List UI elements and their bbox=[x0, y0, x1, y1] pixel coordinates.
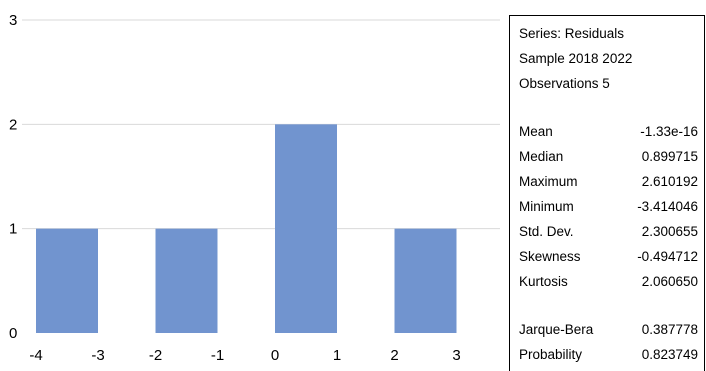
stat-label: Skewness bbox=[519, 249, 581, 264]
y-tick-label: 1 bbox=[9, 221, 17, 238]
stat-row-jarque-bera: Jarque-Bera 0.387778 bbox=[519, 322, 698, 340]
x-tick-label: -2 bbox=[149, 347, 162, 364]
stat-value: 0.899715 bbox=[641, 149, 698, 164]
stat-row-maximum: Maximum 2.610192 bbox=[519, 174, 698, 192]
x-tick-label: 2 bbox=[390, 347, 398, 364]
stat-row-minimum: Minimum -3.414046 bbox=[519, 199, 698, 217]
histogram-bar bbox=[36, 228, 98, 333]
x-tick-label: 0 bbox=[271, 347, 279, 364]
x-tick-label: -3 bbox=[91, 347, 104, 364]
gridlines bbox=[22, 19, 500, 230]
x-tick-label: 3 bbox=[452, 347, 460, 364]
stat-value: -1.33e-16 bbox=[640, 124, 698, 139]
y-axis-ticks: 0 1 2 3 bbox=[9, 12, 17, 342]
stat-value: 2.300655 bbox=[641, 224, 698, 239]
stat-row-skewness: Skewness -0.494712 bbox=[519, 249, 698, 267]
stat-row-probability: Probability 0.823749 bbox=[519, 347, 698, 365]
y-tick-label: 2 bbox=[9, 116, 17, 133]
stat-row-median: Median 0.899715 bbox=[519, 149, 698, 167]
histogram-bar bbox=[394, 228, 457, 333]
histogram-bar bbox=[155, 228, 218, 333]
statistics-panel: Series: Residuals Sample 2018 2022 Obser… bbox=[509, 15, 705, 371]
stat-label: Probability bbox=[519, 347, 583, 362]
stat-row-mean: Mean -1.33e-16 bbox=[519, 124, 698, 142]
stat-value: 0.823749 bbox=[641, 347, 698, 362]
observations-label: Observations 5 bbox=[519, 76, 610, 91]
stat-label: Std. Dev. bbox=[519, 224, 574, 239]
series-label: Series: Residuals bbox=[519, 26, 625, 41]
histogram-chart: 0 1 2 3 -4 -3 -2 -1 0 1 2 3 bbox=[9, 12, 500, 364]
stat-label: Jarque-Bera bbox=[519, 322, 594, 337]
x-tick-label: -4 bbox=[29, 347, 42, 364]
stat-value: -3.414046 bbox=[637, 199, 698, 214]
y-tick-label: 3 bbox=[9, 12, 17, 29]
stat-label: Mean bbox=[519, 124, 553, 139]
stat-row-kurtosis: Kurtosis 2.060650 bbox=[519, 274, 698, 292]
stat-value: 0.387778 bbox=[641, 322, 698, 337]
sample-label: Sample 2018 2022 bbox=[519, 51, 633, 66]
histogram-bars bbox=[36, 124, 457, 333]
stat-value: 2.060650 bbox=[641, 274, 698, 289]
stat-label: Maximum bbox=[519, 174, 578, 189]
stat-row-std-dev: Std. Dev. 2.300655 bbox=[519, 224, 698, 242]
histogram-bar bbox=[275, 124, 337, 333]
stat-value: 2.610192 bbox=[641, 174, 698, 189]
stat-label: Kurtosis bbox=[519, 274, 568, 289]
x-tick-label: -1 bbox=[211, 347, 224, 364]
x-tick-label: 1 bbox=[333, 347, 341, 364]
stat-label: Minimum bbox=[519, 199, 574, 214]
stat-value: -0.494712 bbox=[637, 249, 698, 264]
stat-label: Median bbox=[519, 149, 564, 164]
x-axis-ticks: -4 -3 -2 -1 0 1 2 3 bbox=[29, 347, 460, 364]
y-tick-label: 0 bbox=[9, 325, 17, 342]
